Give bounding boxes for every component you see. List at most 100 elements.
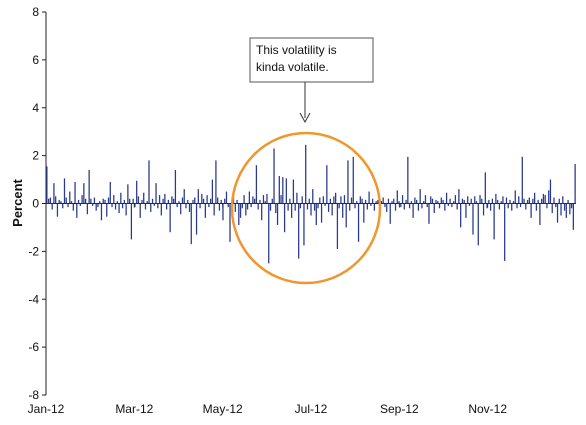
- bar: [130, 203, 133, 240]
- bar: [176, 203, 178, 208]
- y-tick-label: 0: [32, 197, 39, 211]
- bar: [183, 189, 185, 204]
- bar: [88, 169, 90, 204]
- bar: [452, 201, 455, 204]
- bar: [526, 199, 529, 204]
- bar: [178, 201, 180, 204]
- bar: [81, 195, 83, 204]
- bar: [563, 203, 566, 211]
- bar: [113, 195, 115, 204]
- bar: [229, 203, 231, 242]
- bar: [507, 203, 509, 209]
- bar: [370, 203, 372, 206]
- bars-group: [46, 144, 576, 264]
- bar: [509, 199, 511, 204]
- bar: [248, 191, 251, 204]
- bar: [227, 203, 229, 208]
- bar: [349, 203, 351, 211]
- bar: [92, 203, 94, 206]
- bar: [549, 179, 552, 204]
- bar: [257, 203, 259, 210]
- bar: [72, 203, 74, 211]
- bar: [463, 199, 465, 204]
- bar: [333, 196, 335, 204]
- bar: [60, 201, 62, 204]
- bar: [197, 189, 199, 204]
- bar: [458, 189, 460, 204]
- bar: [58, 199, 60, 204]
- bar: [516, 203, 518, 209]
- bar: [560, 203, 562, 216]
- bar: [97, 203, 99, 208]
- bar: [180, 203, 182, 215]
- bar: [324, 203, 326, 206]
- bar: [532, 198, 534, 204]
- bar: [255, 165, 258, 204]
- bar: [241, 203, 243, 209]
- bar: [167, 199, 170, 204]
- bar: [252, 196, 254, 204]
- bar: [164, 193, 166, 204]
- bar: [465, 203, 467, 218]
- bar: [488, 199, 490, 204]
- bar: [106, 203, 108, 217]
- bar: [456, 203, 458, 210]
- bar: [497, 199, 499, 204]
- bar: [298, 203, 300, 259]
- bar: [194, 197, 196, 204]
- bar: [467, 196, 469, 204]
- bar: [217, 197, 219, 204]
- x-tick-label: Mar-12: [115, 402, 153, 416]
- bar: [479, 195, 481, 204]
- bar: [238, 203, 240, 226]
- bar: [150, 203, 152, 212]
- bar: [407, 156, 409, 204]
- y-axis: 8 6 4 2 0 -2 -4 -6 -8: [28, 5, 47, 402]
- bar: [533, 192, 536, 204]
- bar: [211, 179, 214, 204]
- bar: [322, 196, 324, 204]
- bar: [299, 203, 302, 209]
- bar: [123, 199, 125, 204]
- bar: [354, 203, 356, 209]
- bar: [146, 201, 148, 204]
- bar: [308, 198, 310, 204]
- bar: [90, 198, 92, 204]
- bar: [151, 198, 154, 204]
- bar: [424, 195, 427, 204]
- bar: [449, 198, 451, 204]
- bar: [213, 203, 215, 216]
- bar: [525, 203, 527, 210]
- y-axis-label: Percent: [10, 178, 25, 226]
- bar: [84, 198, 87, 204]
- bar: [171, 196, 173, 204]
- bar: [320, 203, 323, 223]
- bar: [283, 203, 286, 233]
- bar: [338, 203, 340, 209]
- bar: [181, 197, 184, 204]
- bar: [225, 191, 228, 204]
- bar: [136, 180, 138, 204]
- bar: [210, 198, 212, 204]
- bar: [125, 203, 127, 216]
- bar: [157, 203, 159, 209]
- bar: [48, 198, 50, 204]
- y-tick-label: 4: [32, 101, 39, 115]
- bar: [62, 203, 64, 209]
- bar: [389, 203, 391, 224]
- bar: [246, 203, 249, 210]
- bar: [99, 201, 101, 204]
- bar: [468, 203, 471, 206]
- bar: [482, 203, 485, 216]
- bar: [120, 192, 122, 204]
- bar: [287, 203, 289, 211]
- bar: [53, 183, 55, 204]
- annotation-line-1: This volatility is: [256, 43, 337, 57]
- bar: [368, 191, 370, 204]
- bar: [201, 193, 203, 204]
- bar: [280, 195, 282, 204]
- bar: [329, 198, 331, 204]
- highlight-circle: [230, 131, 382, 285]
- annotation-line-2: kinda volatile.: [256, 60, 329, 74]
- bar: [134, 203, 136, 208]
